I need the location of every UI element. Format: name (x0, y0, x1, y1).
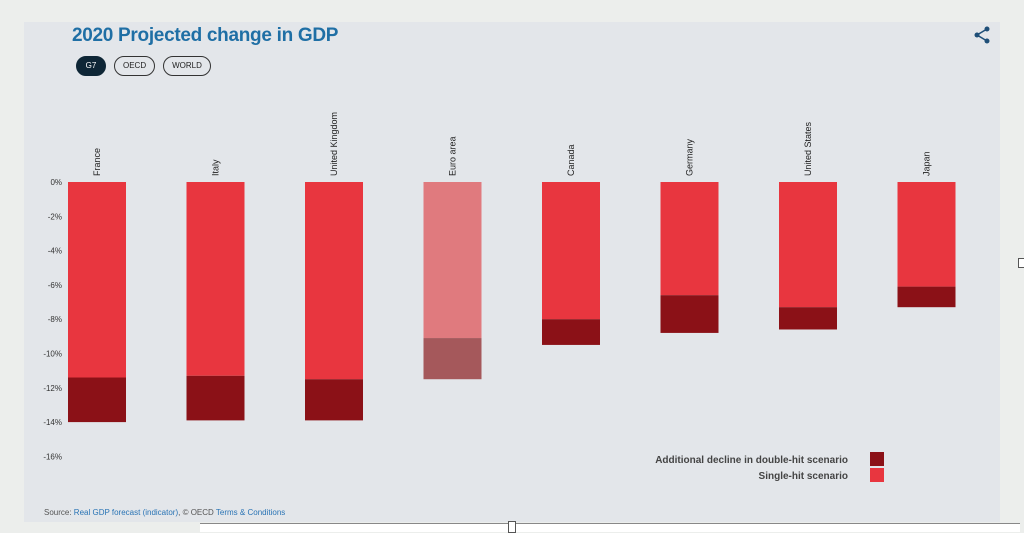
bar-double-hit (186, 375, 245, 421)
y-tick-label: -10% (43, 350, 62, 359)
bar-single-hit (423, 182, 482, 339)
bar-single-hit (660, 182, 719, 296)
chart-panel: 2020 Projected change in GDP G7 OECD WOR… (24, 22, 1000, 522)
toggle-oecd[interactable]: OECD (114, 56, 156, 76)
bar-single-hit (779, 182, 837, 308)
bottom-resize-handle[interactable] (508, 521, 516, 533)
legend-swatch-single-hit (870, 468, 884, 482)
terms-link[interactable]: Terms & Conditions (215, 508, 286, 517)
bar-double-hit (68, 377, 126, 423)
category-label: Japan (922, 151, 932, 176)
source-prefix: Source: (44, 508, 74, 517)
category-label: United States (803, 121, 813, 176)
bar-double-hit (423, 338, 482, 380)
y-tick-label: -6% (48, 281, 62, 290)
y-tick-label: 0% (50, 178, 62, 187)
legend-label-double-hit: Additional decline in double-hit scenari… (655, 455, 848, 466)
category-label: Euro area (448, 136, 458, 176)
y-tick-label: -14% (43, 418, 62, 427)
toggle-g7[interactable]: G7 (76, 56, 106, 76)
y-tick-label: -16% (43, 452, 62, 461)
bar-double-hit (660, 295, 719, 333)
chart-title: 2020 Projected change in GDP (72, 25, 339, 46)
bar-double-hit (897, 286, 956, 308)
category-label: Germany (685, 138, 695, 176)
source-footer: Source: Real GDP forecast (indicator), ©… (44, 508, 285, 517)
bar-single-hit (305, 182, 363, 380)
y-tick-label: -8% (48, 315, 62, 324)
category-label: United Kingdom (329, 112, 339, 176)
y-tick-label: -12% (43, 384, 62, 393)
right-resize-handle[interactable] (1018, 258, 1024, 268)
toggle-world[interactable]: WORLD (163, 56, 211, 76)
category-label: Canada (566, 144, 576, 176)
copyright-text: , © OECD (178, 508, 216, 517)
legend-label-single-hit: Single-hit scenario (759, 471, 848, 482)
region-toggle-group: G7 OECD WORLD (76, 56, 211, 76)
bar-double-hit (542, 319, 600, 345)
bottom-scrollbar[interactable] (200, 523, 1020, 532)
bar-double-hit (305, 379, 363, 421)
category-label: Italy (211, 159, 221, 176)
gdp-bar-chart: 0% -2% -4% -6% -8% -10% -12% -14% -16% France Ital… (43, 112, 956, 482)
source-link[interactable]: Real GDP forecast (indicator) (73, 508, 179, 517)
bar-single-hit (897, 182, 956, 287)
bar-single-hit (186, 182, 245, 376)
y-tick-label: -4% (48, 247, 62, 256)
category-label: France (92, 148, 102, 176)
share-icon[interactable] (971, 24, 993, 46)
bar-double-hit (779, 307, 837, 330)
y-tick-label: -2% (48, 212, 62, 221)
legend-swatch-double-hit (870, 452, 884, 466)
bar-single-hit (542, 182, 600, 320)
bar-single-hit (68, 182, 126, 378)
